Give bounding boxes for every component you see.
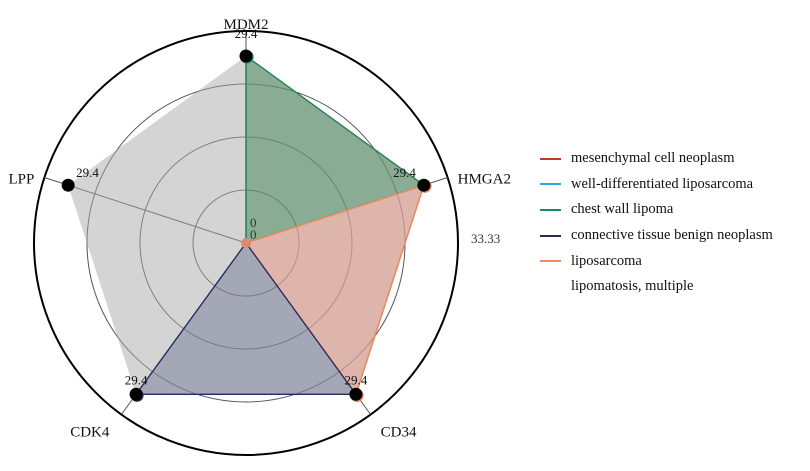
radar-series — [61, 49, 432, 402]
legend-item: connective tissue benign neoplasm — [540, 223, 773, 249]
value-label: 29.4 — [125, 372, 148, 387]
legend-label: liposarcoma — [571, 252, 642, 269]
axis-label: LPP — [9, 171, 35, 187]
value-label: 29.4 — [345, 372, 368, 387]
legend-item: mesenchymal cell neoplasm — [540, 146, 773, 172]
legend-label: connective tissue benign neoplasm — [571, 227, 773, 244]
legend-swatch — [540, 208, 561, 211]
legend-swatch — [540, 234, 561, 237]
chart-legend: mesenchymal cell neoplasm well-differenti… — [540, 146, 773, 300]
legend-label: mesenchymal cell neoplasm — [571, 150, 735, 167]
series-marker — [417, 178, 431, 192]
axis-label: CD34 — [381, 425, 417, 441]
legend-swatch — [540, 286, 561, 288]
series-area — [135, 242, 357, 395]
legend-swatch — [540, 183, 561, 186]
legend-item: liposarcoma — [540, 248, 773, 274]
ring-label: 33.33 — [471, 231, 500, 246]
series-marker — [349, 387, 363, 401]
radar-chart: MDM2 HMGA2 CD34 CDK4 LPP 29.4 29.4 29.4 29.4 29.4… — [9, 17, 511, 456]
legend-label: well-differentiated liposarcoma — [571, 175, 754, 192]
series-marker — [239, 49, 253, 63]
legend-item: well-differentiated liposarcoma — [540, 172, 773, 198]
value-label: 29.4 — [393, 165, 416, 180]
legend-item: chest wall lipoma — [540, 197, 773, 223]
legend-swatch — [540, 157, 561, 160]
axis-label: CDK4 — [70, 425, 110, 441]
value-label: 29.4 — [76, 165, 99, 180]
radar-labels: MDM2 HMGA2 CD34 CDK4 LPP 29.4 29.4 29.4 29.4 29.4… — [9, 17, 511, 441]
value-label: 29.4 — [235, 26, 258, 41]
axis-label: HMGA2 — [458, 171, 511, 187]
legend-swatch — [540, 260, 561, 263]
center-marker — [241, 238, 251, 248]
center-label: 0 — [250, 227, 257, 242]
legend-item: lipomatosis, multiple — [540, 274, 773, 300]
series-marker — [129, 387, 143, 401]
center-label: 0 — [250, 215, 257, 230]
legend-label: chest wall lipoma — [571, 201, 674, 218]
axis-label: MDM2 — [223, 17, 268, 33]
series-marker — [61, 178, 75, 192]
legend-label: lipomatosis, multiple — [571, 278, 694, 295]
